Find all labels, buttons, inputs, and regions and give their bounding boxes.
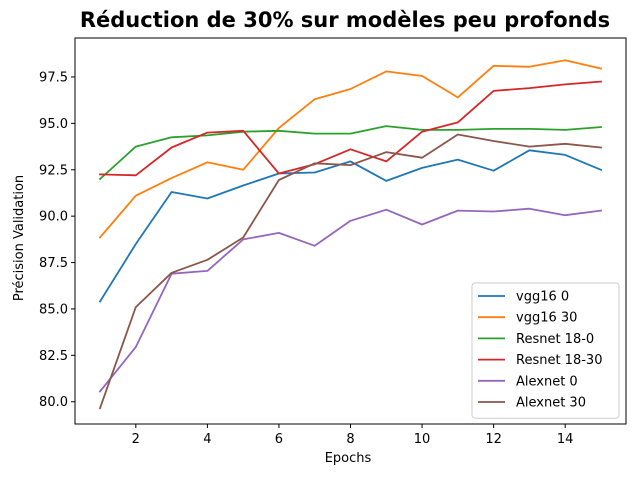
chart-title: Réduction de 30% sur modèles peu profond…	[80, 8, 610, 32]
y-axis-ticks: 80.0 82.5 85.0 87.5 90.0 92.5 95.0 97.5	[39, 70, 75, 410]
x-tick-label: 4	[203, 432, 211, 447]
x-tick-label: 14	[557, 432, 574, 447]
y-tick-label: 80.0	[39, 395, 68, 410]
y-tick-label: 85.0	[39, 302, 68, 317]
x-axis-ticks: 2 4 6 8 10 12 14	[132, 424, 574, 447]
y-tick-label: 92.5	[39, 163, 68, 178]
x-tick-label: 6	[275, 432, 283, 447]
legend-label: vgg16 0	[516, 290, 569, 305]
series-line-resnet-18-0	[98, 125, 602, 181]
series-line-alexnet-30	[98, 133, 602, 410]
series-line-resnet-18-30	[99, 80, 602, 177]
series-line-vgg16-30	[98, 59, 603, 239]
y-tick-label: 87.5	[39, 256, 68, 271]
legend-label: vgg16 30	[516, 311, 577, 326]
y-tick-label: 82.5	[39, 349, 68, 364]
y-axis-label: Précision Validation	[12, 175, 27, 301]
plot-lines	[98, 59, 603, 410]
x-tick-label: 2	[132, 432, 140, 447]
y-tick-label: 90.0	[39, 210, 68, 225]
x-tick-label: 8	[346, 432, 354, 447]
legend-label: Resnet 18-0	[516, 332, 594, 347]
legend-box	[471, 282, 620, 419]
x-axis-label: Epochs	[325, 451, 372, 466]
legend-label: Alexnet 0	[516, 374, 578, 389]
series-line-vgg16-0	[98, 149, 603, 303]
y-tick-label: 95.0	[39, 117, 68, 132]
x-tick-label: 10	[414, 432, 431, 447]
y-tick-label: 97.5	[39, 70, 68, 85]
x-tick-label: 12	[485, 432, 502, 447]
legend-label: Resnet 18-30	[516, 353, 602, 368]
series-line-alexnet-0	[98, 207, 603, 393]
legend: vgg16 0 vgg16 30 Resnet 18-0 Resnet 18-30 Al…	[471, 282, 620, 419]
legend-label: Alexnet 30	[516, 396, 586, 411]
